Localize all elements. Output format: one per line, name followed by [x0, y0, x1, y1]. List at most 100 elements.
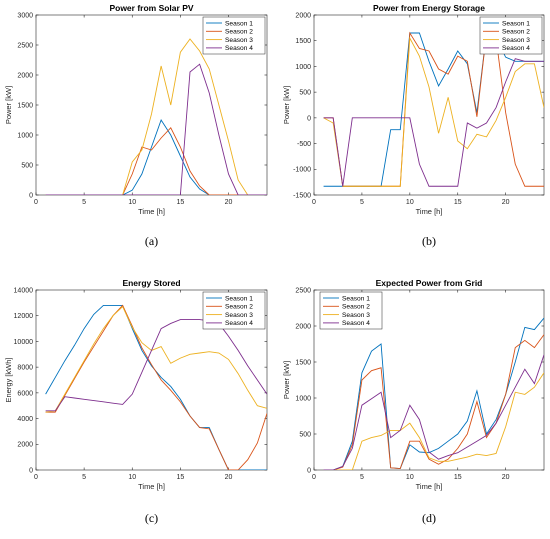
subfigure-caption: (d) — [422, 511, 436, 525]
x-tick-label: 15 — [454, 474, 462, 481]
x-axis-label: Time [h] — [138, 207, 165, 216]
series-line-3 — [323, 36, 544, 187]
y-tick-label: 500 — [21, 162, 33, 169]
chart-title: Expected Power from Grid — [376, 278, 483, 288]
y-tick-label: 500 — [299, 431, 311, 438]
y-tick-label: 3000 — [17, 12, 33, 19]
subfigure-caption: (c) — [145, 511, 158, 525]
y-axis-label: Energy [kWh] — [4, 357, 13, 402]
x-tick-label: 5 — [82, 474, 86, 481]
y-tick-label: 12000 — [14, 313, 34, 320]
x-tick-label: 20 — [225, 199, 233, 206]
y-tick-label: 2000 — [295, 323, 311, 330]
x-axis-label: Time [h] — [416, 482, 443, 491]
y-tick-label: 1500 — [17, 102, 33, 109]
legend-label-1: Season 1 — [502, 20, 530, 27]
x-tick-label: 15 — [176, 199, 184, 206]
legend-label-1: Season 1 — [342, 295, 370, 302]
x-tick-label: 0 — [34, 199, 38, 206]
legend-label-1: Season 1 — [225, 295, 253, 302]
y-tick-label: -1500 — [293, 192, 311, 199]
legend-label-2: Season 2 — [225, 29, 253, 36]
chart-2: 0 5 10 15 20 -1500 -1000 -500 0 500 1000 1500 2000 Po… — [282, 3, 545, 248]
chart-3: 0 5 10 15 20 0 2000 4000 6000 8000 10000 12000 14000… — [4, 278, 268, 525]
y-axis-label: Power [kW] — [282, 86, 291, 124]
y-tick-label: 500 — [299, 90, 311, 97]
x-tick-label: 20 — [502, 199, 510, 206]
y-tick-label: 1000 — [295, 64, 311, 71]
series-line-4 — [45, 63, 267, 195]
series-line-3 — [323, 372, 544, 470]
y-tick-label: 1500 — [295, 38, 311, 45]
y-tick-label: 8000 — [17, 365, 33, 372]
y-tick-label: 2000 — [17, 442, 33, 449]
series-line-1 — [45, 118, 267, 195]
y-tick-label: 0 — [29, 192, 33, 199]
legend-label-3: Season 3 — [225, 37, 253, 44]
x-tick-label: 0 — [312, 199, 316, 206]
y-tick-label: 1000 — [295, 395, 311, 402]
x-tick-label: 10 — [128, 199, 136, 206]
y-tick-label: 0 — [307, 467, 311, 474]
y-axis-label: Power [kW] — [282, 361, 291, 399]
series-line-4 — [323, 58, 544, 187]
x-tick-label: 10 — [406, 199, 414, 206]
chart-4: 0 5 10 15 20 0 500 1000 1500 2000 2500 Expected Pow… — [282, 278, 545, 525]
series-line-4 — [45, 319, 267, 412]
series-line-2 — [45, 127, 267, 195]
subfigure-caption: (b) — [422, 234, 436, 248]
chart-title: Power from Solar PV — [109, 3, 193, 13]
y-tick-label: 0 — [307, 115, 311, 122]
x-tick-label: 5 — [360, 199, 364, 206]
y-tick-label: 2000 — [17, 72, 33, 79]
x-axis-label: Time [h] — [138, 482, 165, 491]
legend-label-4: Season 4 — [342, 320, 370, 327]
y-tick-label: 10000 — [14, 339, 34, 346]
legend-label-4: Season 4 — [502, 45, 530, 52]
y-tick-label: 6000 — [17, 390, 33, 397]
x-tick-label: 5 — [360, 474, 364, 481]
y-tick-label: 0 — [29, 467, 33, 474]
series-line-2 — [323, 334, 544, 470]
legend-label-3: Season 3 — [342, 312, 370, 319]
chart-title: Energy Stored — [122, 278, 180, 288]
x-tick-label: 10 — [128, 474, 136, 481]
series-line-3 — [45, 305, 267, 413]
x-tick-label: 20 — [225, 474, 233, 481]
legend-label-3: Season 3 — [502, 37, 530, 44]
y-tick-label: 14000 — [14, 287, 34, 294]
series-line-1 — [323, 317, 544, 470]
y-axis-label: Power [kW] — [4, 86, 13, 124]
series-line-4 — [323, 354, 544, 470]
y-tick-label: -1000 — [293, 167, 311, 174]
series-line-2 — [45, 304, 267, 470]
legend-label-3: Season 3 — [225, 312, 253, 319]
legend-label-1: Season 1 — [225, 20, 253, 27]
chart-title: Power from Energy Storage — [373, 3, 485, 13]
x-tick-label: 5 — [82, 199, 86, 206]
legend-label-4: Season 4 — [225, 320, 253, 327]
chart-1: 0 5 10 15 20 0 500 1000 1500 2000 2500 3000 Power fr… — [4, 3, 268, 248]
x-tick-label: 10 — [406, 474, 414, 481]
x-tick-label: 20 — [502, 474, 510, 481]
y-tick-label: -500 — [297, 141, 311, 148]
legend-label-2: Season 2 — [225, 304, 253, 311]
y-tick-label: 1000 — [17, 132, 33, 139]
series-line-3 — [45, 38, 267, 195]
y-tick-label: 4000 — [17, 416, 33, 423]
x-tick-label: 0 — [312, 474, 316, 481]
y-tick-label: 2500 — [295, 287, 311, 294]
x-tick-label: 15 — [176, 474, 184, 481]
y-tick-label: 2000 — [295, 12, 311, 19]
legend-label-4: Season 4 — [225, 45, 253, 52]
x-tick-label: 15 — [454, 199, 462, 206]
legend-label-2: Season 2 — [342, 304, 370, 311]
subfigure-caption: (a) — [145, 234, 158, 248]
x-axis-label: Time [h] — [416, 207, 443, 216]
y-tick-label: 2500 — [17, 42, 33, 49]
